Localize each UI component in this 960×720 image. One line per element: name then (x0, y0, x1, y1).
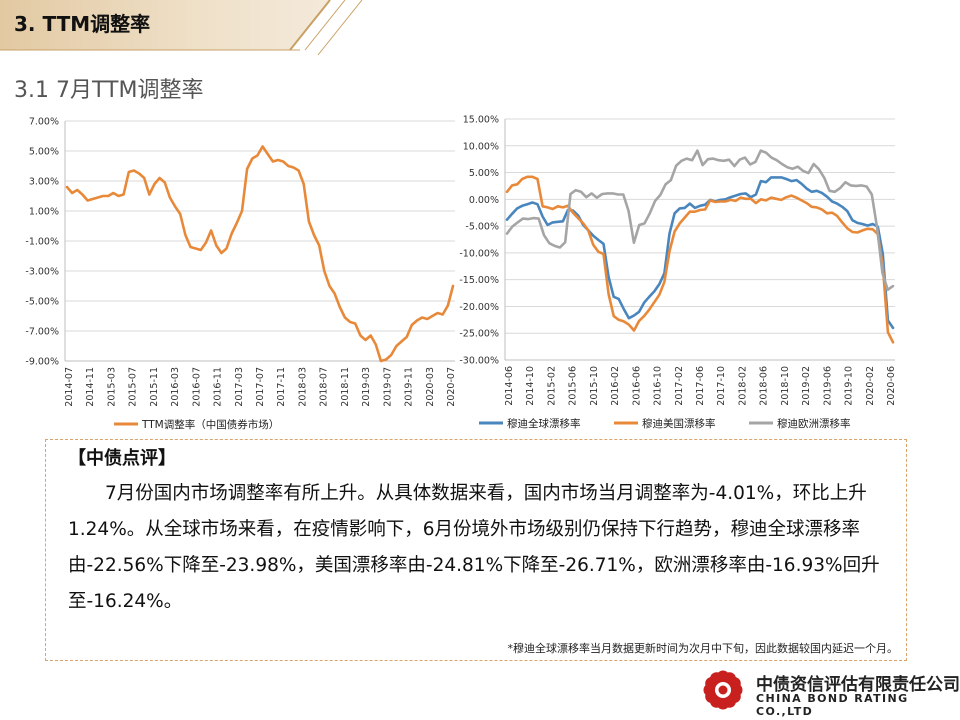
legend-label: 穆迪全球漂移率 (507, 417, 581, 430)
y-tick-label: 15.00% (463, 115, 499, 126)
comment-box: 【中债点评】 7月份国内市场调整率有所上升。从具体数据来看，国内市场当月调整率为… (45, 439, 907, 661)
comment-title: 【中债点评】 (68, 448, 176, 469)
x-tick-label: 2020-07 (446, 367, 457, 407)
company-name-en: CHINA BOND RATING CO.,LTD (756, 692, 909, 718)
y-tick-label: -9.00% (25, 357, 59, 368)
x-tick-label: 2015-02 (546, 366, 557, 406)
x-tick-label: 2016-03 (170, 367, 181, 407)
y-tick-label: 0.00% (469, 195, 499, 206)
y-tick-label: 5.00% (469, 168, 499, 179)
comment-body: 7月份国内市场调整率有所上升。从具体数据来看，国内市场当月调整率为-4.01%，… (68, 483, 880, 612)
x-tick-label: 2017-03 (234, 367, 245, 407)
x-tick-label: 2016-10 (653, 366, 664, 406)
x-tick-label: 2018-07 (319, 367, 330, 407)
y-tick-label: -25.00% (459, 329, 499, 340)
section-title: 3. TTM调整率 (14, 12, 151, 36)
x-tick-label: 2017-02 (674, 366, 685, 406)
x-tick-label: 2017-07 (255, 367, 266, 407)
y-tick-label: -1.00% (25, 237, 59, 248)
y-tick-label: 7.00% (29, 117, 59, 128)
x-tick-label: 2018-06 (759, 366, 770, 406)
y-tick-label: -3.00% (25, 267, 59, 278)
y-tick-label: 5.00% (29, 147, 59, 158)
x-tick-label: 2015-03 (106, 367, 117, 407)
y-tick-label: -10.00% (459, 248, 499, 259)
x-tick-label: 2015-07 (128, 367, 139, 407)
x-tick-label: 2014-11 (85, 367, 96, 407)
x-tick-label: 2017-10 (716, 366, 727, 406)
y-tick-label: -5.00% (465, 222, 499, 233)
x-tick-label: 2019-11 (404, 367, 415, 407)
x-tick-label: 2017-11 (276, 367, 287, 407)
x-tick-label: 2017-06 (695, 366, 706, 406)
legend-label: TTM调整率（中国债券市场） (141, 418, 279, 431)
x-tick-label: 2020-06 (886, 366, 897, 406)
x-tick-label: 2018-10 (780, 366, 791, 406)
x-tick-label: 2020-03 (425, 367, 436, 407)
x-tick-label: 2018-11 (340, 367, 351, 407)
x-tick-label: 2018-03 (297, 367, 308, 407)
ttm-adjustment-chart: 7.00% 5.00% 3.00% 1.00% -1.00% -3.00% -5.00% -7… (25, 117, 457, 432)
logo-petal (727, 677, 741, 690)
x-tick-label: 2016-02 (610, 366, 621, 406)
x-tick-label: 2016-11 (213, 367, 224, 407)
y-tick-label: -30.00% (459, 356, 499, 367)
company-name-cn: 中债资信评估有限责任公司 (756, 675, 960, 695)
x-tick-label: 2015-11 (149, 367, 160, 407)
x-tick-label: 2016-06 (631, 366, 642, 406)
x-tick-label: 2020-02 (865, 366, 876, 406)
y-tick-label: 1.00% (29, 207, 59, 218)
x-tick-label: 2018-02 (737, 366, 748, 406)
y-tick-label: -20.00% (459, 302, 499, 313)
x-tick-label: 2014-06 (504, 366, 515, 406)
x-tick-label: 2019-02 (801, 366, 812, 406)
logo-core (718, 685, 728, 695)
x-tick-label: 2015-10 (589, 366, 600, 406)
x-tick-label: 2019-06 (822, 366, 833, 406)
header-banner (0, 0, 363, 56)
y-tick-label: -7.00% (25, 327, 59, 338)
company-logo-icon (703, 670, 743, 710)
x-tick-label: 2019-03 (361, 367, 372, 407)
moody-drift-chart: 15.00% 10.00% 5.00% 0.00% -5.00% -10.00% -15.0… (459, 115, 897, 431)
y-tick-label: 3.00% (29, 177, 59, 188)
x-tick-label: 2015-06 (568, 366, 579, 406)
x-tick-label: 2014-10 (525, 366, 536, 406)
series-line-2 (505, 149, 895, 292)
x-tick-label: 2016-07 (191, 367, 202, 407)
legend-label: 穆迪欧洲漂移率 (777, 417, 851, 430)
footnote: *穆迪全球漂移率当月数据更新时间为次月中下旬，因此数据较国内延迟一个月。 (507, 642, 899, 655)
y-tick-label: 10.00% (463, 141, 499, 152)
legend-label: 穆迪美国漂移率 (642, 417, 716, 430)
y-tick-label: -15.00% (459, 275, 499, 286)
x-tick-label: 2019-07 (382, 367, 393, 407)
series-line-1 (505, 175, 895, 344)
x-tick-label: 2014-07 (64, 367, 75, 407)
series-line-0 (65, 145, 455, 363)
y-tick-label: -5.00% (25, 297, 59, 308)
x-tick-label: 2019-10 (844, 366, 855, 406)
subsection-title: 3.1 7月TTM调整率 (14, 78, 204, 103)
